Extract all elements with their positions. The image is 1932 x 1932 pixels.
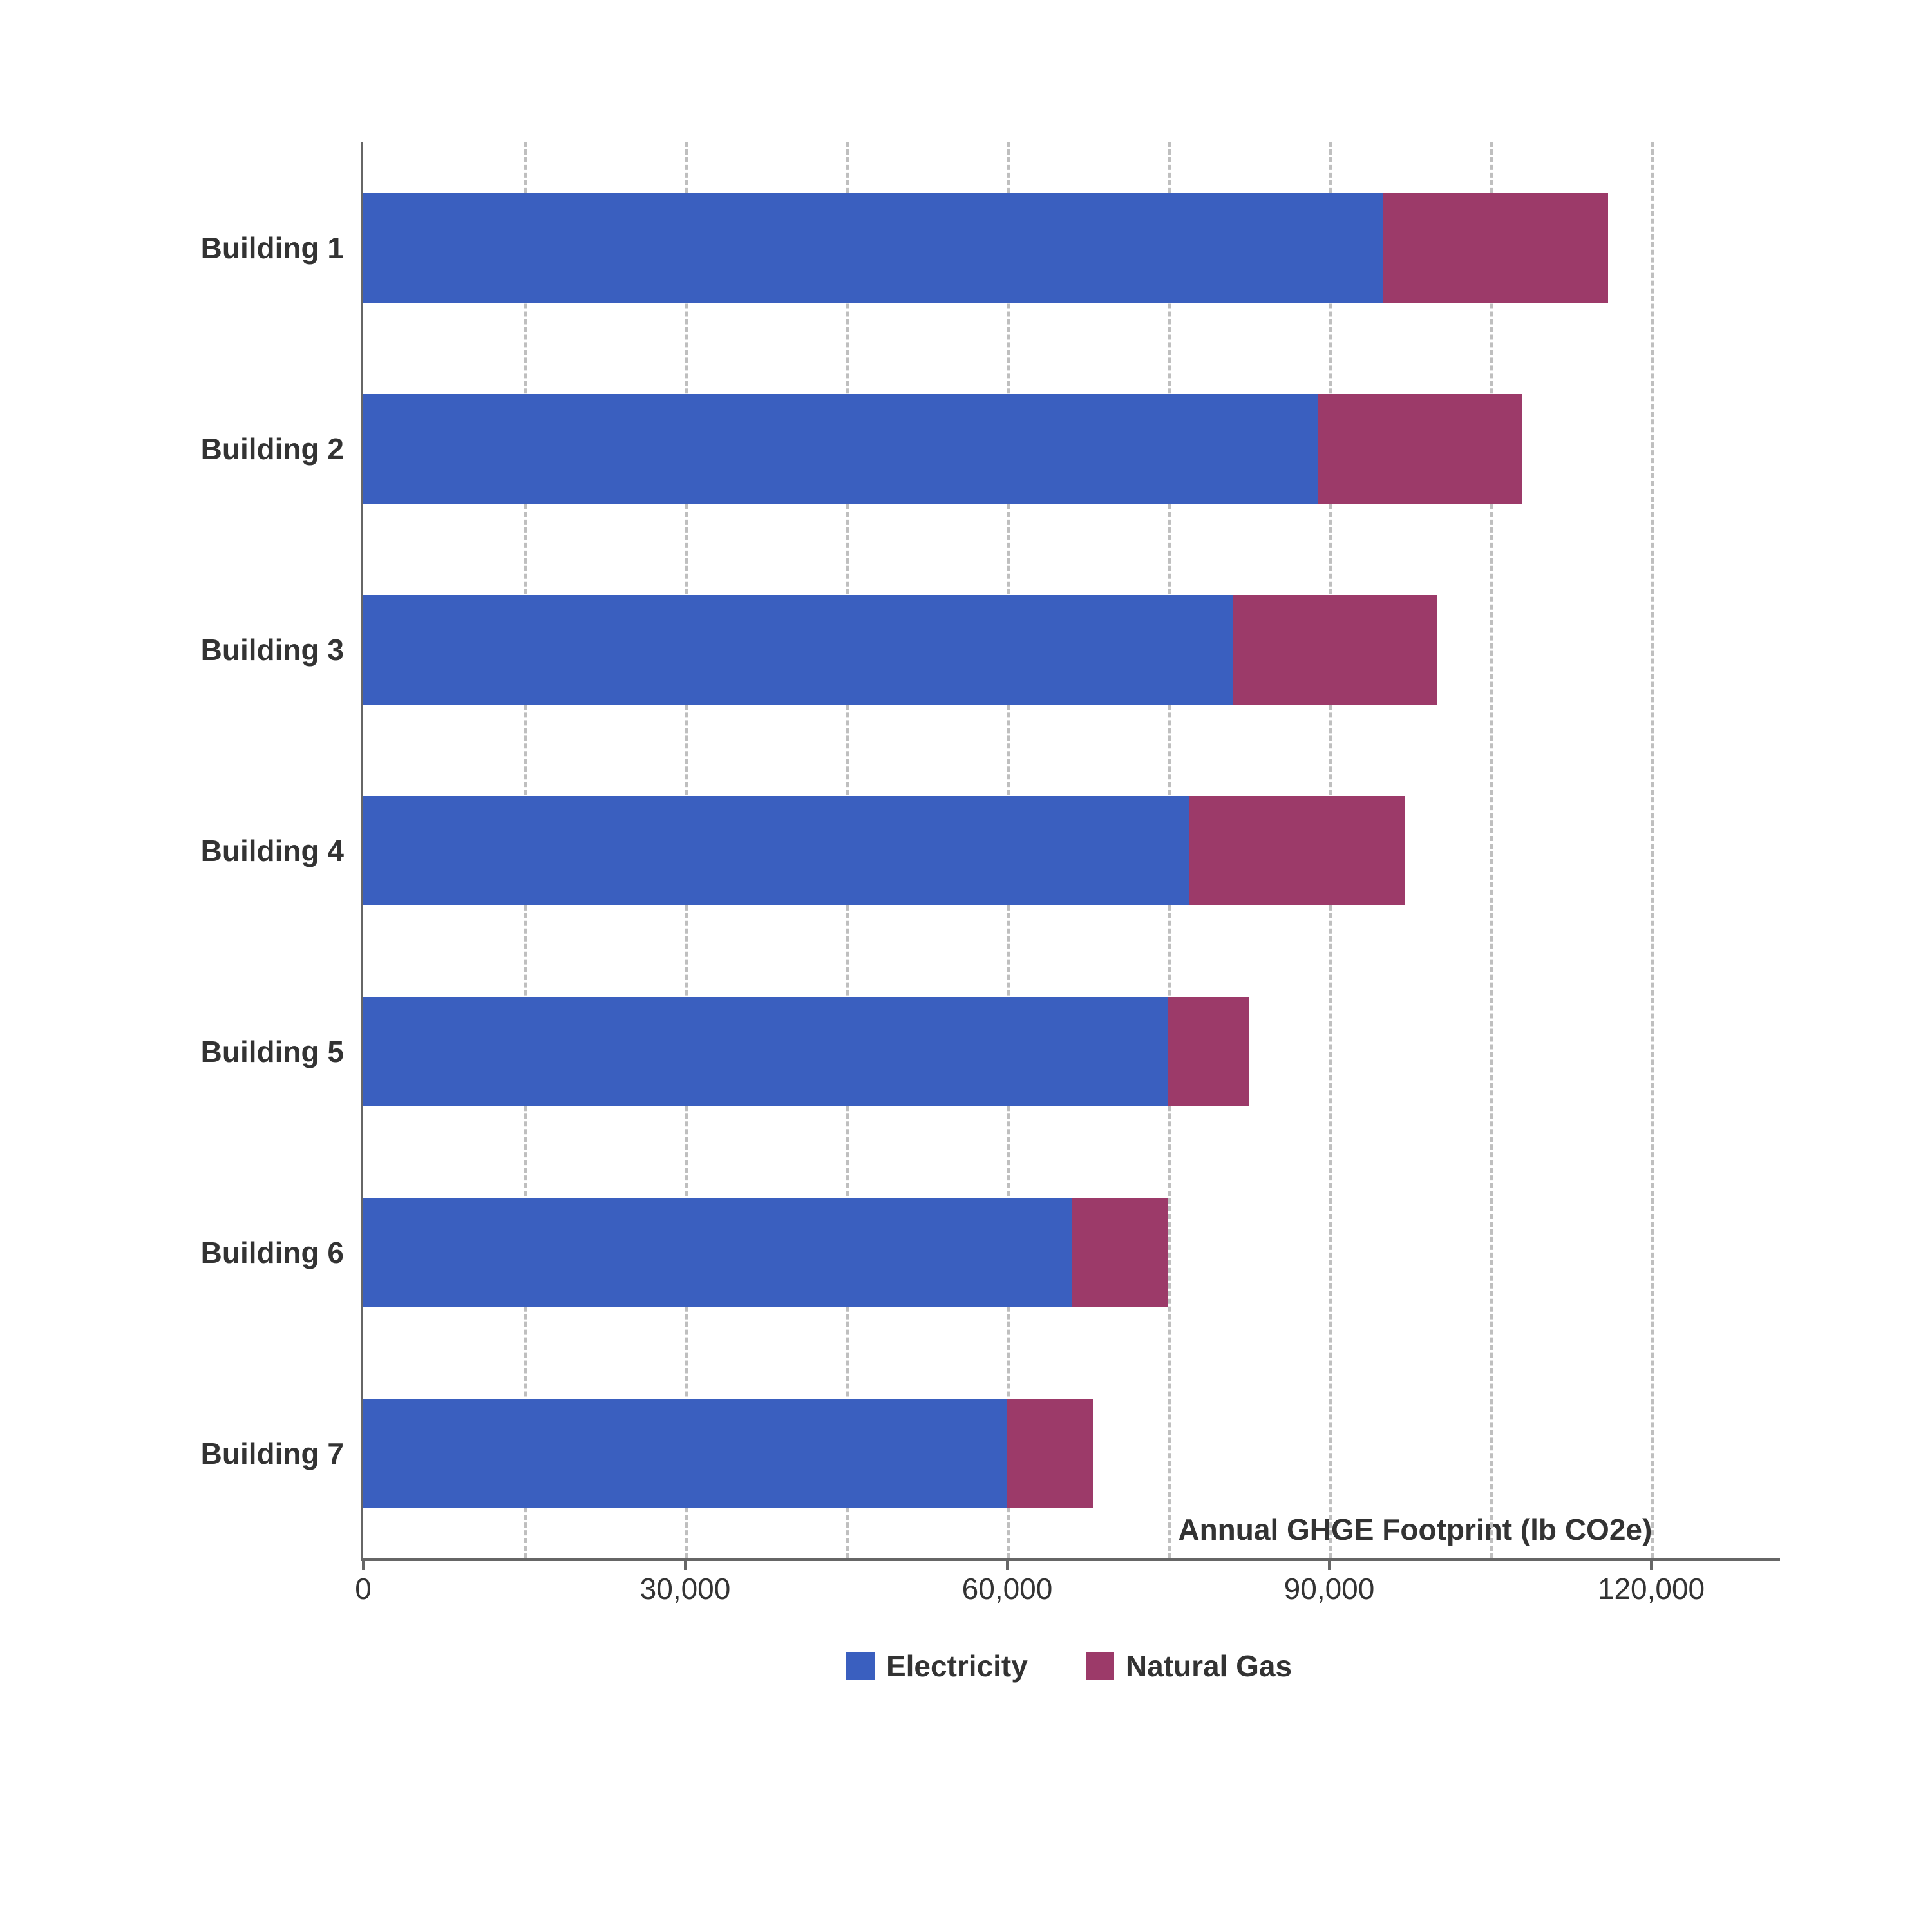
- bar-segment-electricity: [363, 595, 1233, 705]
- x-tick-label: 60,000: [962, 1571, 1053, 1606]
- plot-area: Annual GHGE Footprint (lb CO2e) 030,0006…: [361, 142, 1780, 1561]
- ghge-bar-chart: Annual GHGE Footprint (lb CO2e) 0 30,000 6…: [116, 116, 1816, 1816]
- bar-segment-natural-gas: [1318, 394, 1522, 504]
- x-tick-label: 120,000: [1598, 1571, 1705, 1606]
- bar-segment-electricity: [363, 193, 1383, 303]
- bar-segment-natural-gas: [1233, 595, 1437, 705]
- bar-segment-natural-gas: [1383, 193, 1608, 303]
- legend-label: Natural Gas: [1126, 1649, 1292, 1683]
- x-tick-label: 0: [355, 1571, 372, 1606]
- bar-segment-natural-gas: [1007, 1399, 1093, 1508]
- legend-swatch: [1086, 1652, 1114, 1680]
- category-label: Building 4: [112, 796, 344, 905]
- x-axis-title: Annual GHGE Footprint (lb CO2e): [1178, 1512, 1652, 1547]
- bar-segment-electricity: [363, 1399, 1007, 1508]
- legend-item: Natural Gas: [1086, 1649, 1292, 1683]
- gridline: [1651, 142, 1654, 1558]
- category-label: Building 7: [112, 1399, 344, 1508]
- legend-swatch: [846, 1652, 875, 1680]
- gridline: [1490, 142, 1493, 1558]
- x-tick-mark: [684, 1558, 687, 1570]
- category-label: Building 3: [112, 595, 344, 705]
- legend-label: Electricity: [886, 1649, 1028, 1683]
- bar-segment-electricity: [363, 997, 1168, 1106]
- x-tick-label: 90,000: [1284, 1571, 1375, 1606]
- bar-segment-electricity: [363, 1198, 1072, 1307]
- x-tick-mark: [1650, 1558, 1653, 1570]
- category-label: Building 6: [112, 1198, 344, 1307]
- bar-segment-natural-gas: [1189, 796, 1404, 905]
- x-tick-label: 30,000: [640, 1571, 731, 1606]
- bar-segment-natural-gas: [1168, 997, 1249, 1106]
- bar-segment-electricity: [363, 796, 1189, 905]
- legend: Electricity Natural Gas: [361, 1649, 1777, 1683]
- x-tick-mark: [1328, 1558, 1331, 1570]
- category-label: Building 1: [112, 193, 344, 303]
- x-tick-mark: [362, 1558, 365, 1570]
- legend-item: Electricity: [846, 1649, 1028, 1683]
- bar-segment-natural-gas: [1072, 1198, 1168, 1307]
- category-label: Building 2: [112, 394, 344, 504]
- category-label: Building 5: [112, 997, 344, 1106]
- bar-segment-electricity: [363, 394, 1318, 504]
- x-tick-mark: [1006, 1558, 1009, 1570]
